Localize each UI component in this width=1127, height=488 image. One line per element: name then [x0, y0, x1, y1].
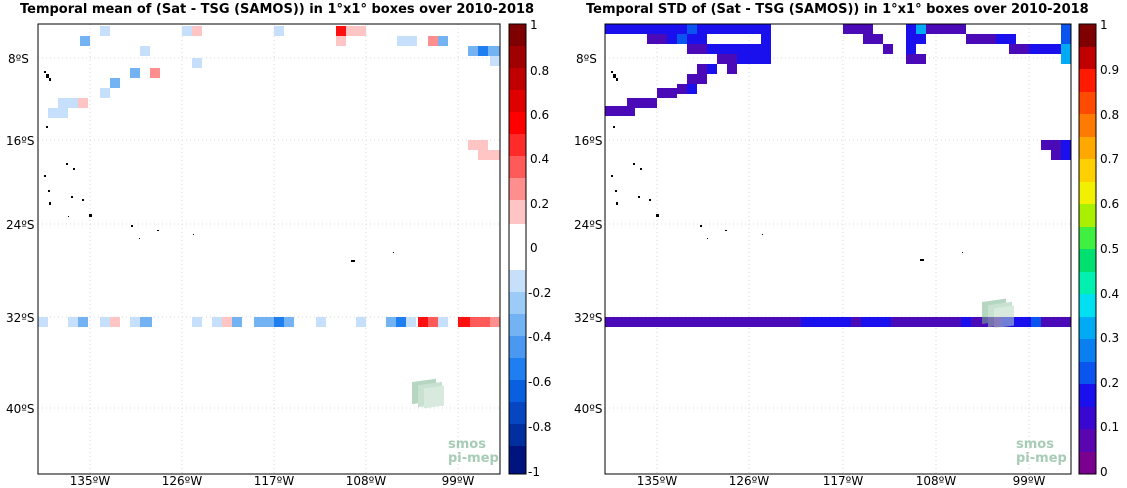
lon-tick-label: 126ºW — [729, 474, 770, 488]
lat-tick-label: 8ºS — [8, 52, 29, 66]
lon-tick-label: 135ºW — [637, 474, 678, 488]
colorbar-tick-label: 0.8 — [1100, 108, 1119, 122]
mean-colorbar-ticks: 1 0.8 0.6 0.4 0.2 0 -0.2 -0.4 -0.6 -0.8 … — [528, 18, 551, 479]
mean-map-lat-axis: 8ºS 16ºS 24ºS 32ºS 40ºS — [6, 52, 35, 416]
lat-tick-label: 24ºS — [574, 218, 603, 232]
colorbar-tick-label: -1 — [528, 465, 540, 479]
lon-tick-label: 108ºW — [916, 474, 957, 488]
lon-tick-label: 135ºW — [70, 474, 111, 488]
lon-tick-label: 99ºW — [1013, 474, 1046, 488]
std-map-cells — [605, 24, 1071, 327]
mean-map-title: Temporal mean of (Sat - TSG (SAMOS)) in … — [20, 2, 535, 17]
mean-map-cells — [38, 26, 500, 327]
lon-tick-label: 117ºW — [254, 474, 295, 488]
std-map-panel: 8ºS 16ºS 24ºS 32ºS 40ºS 135ºW 126ºW 117º… — [574, 18, 1119, 488]
std-colorbar — [1078, 23, 1097, 475]
colorbar-tick-label: 0.8 — [530, 64, 549, 78]
logo-text-pimep: pi-mep — [448, 451, 499, 466]
lon-tick-label: 108ºW — [346, 474, 387, 488]
colorbar-tick-label: 0.6 — [530, 108, 549, 122]
std-colorbar-ticks: 1 0.9 0.8 0.7 0.6 0.5 0.4 0.3 0.2 0.1 0 — [1100, 18, 1119, 479]
colorbar-tick-label: 0.2 — [1100, 376, 1119, 390]
colorbar-tick-label: 0.4 — [1100, 287, 1119, 301]
colorbar-tick-label: 0.2 — [530, 197, 549, 211]
lat-tick-label: 8ºS — [576, 52, 597, 66]
lat-tick-label: 32ºS — [574, 311, 603, 325]
colorbar-tick-label: -0.4 — [528, 330, 551, 344]
lat-tick-label: 40ºS — [574, 402, 603, 416]
colorbar-tick-label: 1 — [530, 18, 538, 32]
lat-tick-label: 40ºS — [6, 402, 35, 416]
colorbar-tick-label: 0.9 — [1100, 63, 1119, 77]
lon-tick-label: 126ºW — [162, 474, 203, 488]
colorbar-tick-label: -0.6 — [528, 375, 551, 389]
mean-map-lon-axis: 135ºW 126ºW 117ºW 108ºW 99ºW — [70, 474, 475, 488]
logo-text-smos: smos — [448, 437, 486, 452]
mean-map-islands — [44, 71, 394, 262]
std-map-title: Temporal STD of (Sat - TSG (SAMOS)) in 1… — [586, 2, 1089, 17]
std-map-lat-axis: 8ºS 16ºS 24ºS 32ºS 40ºS — [574, 52, 603, 416]
std-map-lon-axis: 135ºW 126ºW 117ºW 108ºW 99ºW — [637, 474, 1046, 488]
colorbar-tick-label: 0.5 — [1100, 242, 1119, 256]
logo-text-pimep: pi-mep — [1016, 451, 1067, 466]
colorbar-tick-label: 0 — [530, 241, 538, 255]
lat-tick-label: 16ºS — [574, 134, 603, 148]
lat-tick-label: 24ºS — [6, 218, 35, 232]
colorbar-tick-label: 1 — [1100, 18, 1108, 32]
std-map-islands — [611, 71, 963, 261]
smos-pi-mep-logo: smos pi-mep — [412, 378, 499, 466]
colorbar-tick-label: 0.7 — [1100, 152, 1119, 166]
colorbar-tick-label: 0.1 — [1100, 420, 1119, 434]
mean-colorbar — [508, 23, 527, 475]
mean-map-panel: 8ºS 16ºS 24ºS 32ºS 40ºS 135ºW 126ºW 117º… — [6, 18, 551, 488]
colorbar-tick-label: 0.3 — [1100, 331, 1119, 345]
lon-tick-label: 99ºW — [442, 474, 475, 488]
lat-tick-label: 32ºS — [6, 311, 35, 325]
colorbar-tick-label: 0 — [1100, 465, 1108, 479]
logo-text-smos: smos — [1016, 437, 1054, 452]
lat-tick-label: 16ºS — [6, 134, 35, 148]
smos-pi-mep-logo: smos pi-mep — [982, 298, 1067, 466]
colorbar-tick-label: -0.2 — [528, 286, 551, 300]
lon-tick-label: 117ºW — [823, 474, 864, 488]
colorbar-tick-label: 0.6 — [1100, 197, 1119, 211]
colorbar-tick-label: -0.8 — [528, 420, 551, 434]
colorbar-tick-label: 0.4 — [530, 152, 549, 166]
